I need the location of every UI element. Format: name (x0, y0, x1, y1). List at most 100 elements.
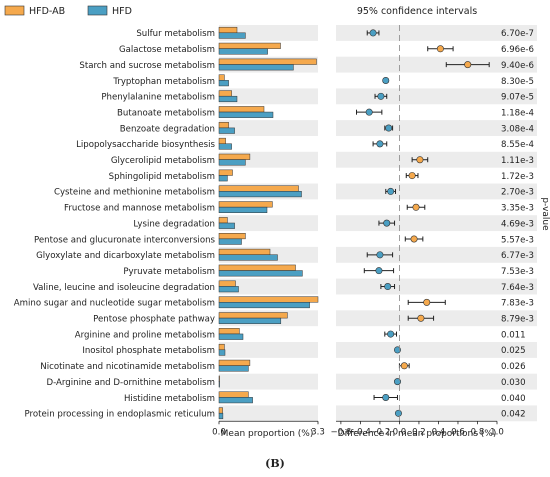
ci-x-axis-label: Difference in mean proportions (%) (338, 429, 497, 439)
p-value: 0.042 (501, 410, 526, 420)
ci-point (416, 156, 424, 164)
p-value: 0.025 (501, 346, 526, 356)
p-value: 1.18e-4 (501, 108, 534, 118)
row-band (497, 310, 537, 327)
legend-swatch-hfd-ab (4, 5, 25, 16)
p-value: 6.96e-6 (501, 45, 534, 55)
ci-point (375, 267, 383, 275)
bar-hfd (218, 286, 239, 293)
row-band (336, 183, 497, 200)
panel-label: (B) (265, 457, 285, 470)
bar-hfd (218, 127, 235, 134)
p-value: 7.83e-3 (501, 299, 534, 309)
category-labels: Sulfur metabolism Galactose metabolism Sta… (14, 29, 216, 419)
category-label: Sphingolipid metabolism (109, 172, 215, 182)
row-band (497, 246, 537, 263)
row-band (336, 215, 497, 232)
ci-point (387, 187, 395, 195)
ci-point (382, 393, 390, 401)
ci-point (423, 298, 431, 306)
p-value: 9.07e-5 (501, 93, 534, 103)
row-band (219, 278, 318, 295)
ci-title: 95% confidence intervals (357, 6, 477, 17)
ci-point (365, 108, 373, 116)
p-value: 5.57e-3 (501, 235, 534, 245)
legend: HFD-AB HFD (4, 5, 132, 17)
bar-x-tick-label: 0.0 (212, 427, 226, 437)
category-label: Benzoate degradation (120, 124, 215, 134)
category-label: Lipopolysaccharide biosynthesis (76, 140, 215, 150)
category-label: Tryptophan metabolism (112, 77, 215, 87)
ci-point (387, 330, 395, 338)
bar-hfd (218, 32, 246, 39)
category-label: Protein processing in endoplasmic reticu… (25, 410, 215, 420)
bar-hfd (218, 175, 228, 182)
bar-hfd (218, 238, 242, 245)
category-label: Phenylalanine metabolism (101, 93, 215, 103)
category-label: Arginine and proline metabolism (75, 330, 215, 340)
p-value: 9.40e-6 (501, 61, 534, 71)
bar-hfd (218, 143, 232, 150)
row-band (336, 88, 497, 105)
bar-hfd (218, 317, 282, 324)
row-band (497, 56, 537, 73)
row-band (497, 183, 537, 200)
p-value: 1.11e-3 (501, 156, 534, 166)
p-value: 6.77e-3 (501, 251, 534, 261)
bar-hfd-ab (218, 328, 240, 335)
bar-hfd-ab (218, 391, 249, 398)
category-label: Histidine metabolism (124, 394, 215, 404)
bar-hfd (218, 206, 268, 213)
category-label: Pentose phosphate pathway (93, 315, 215, 325)
bar-hfd-ab (218, 42, 281, 49)
bar-hfd-ab (218, 106, 265, 113)
bar-hfd-ab (218, 312, 288, 319)
p-value: 3.08e-4 (501, 124, 534, 134)
category-label: Galactose metabolism (119, 45, 215, 55)
row-band (497, 342, 537, 358)
bar-hfd (218, 80, 229, 87)
p-value: 4.69e-3 (501, 219, 534, 229)
ci-x-tick-label: −0.4 (350, 427, 371, 437)
ci-point (408, 172, 416, 180)
bar-hfd-ab (218, 58, 317, 65)
category-label: Cysteine and methionine metabolism (54, 188, 215, 198)
bar-hfd-ab (218, 248, 271, 255)
row-band (219, 88, 318, 105)
legend-swatch-hfd (87, 5, 108, 16)
bar-hfd-ab (218, 296, 319, 303)
bar-hfd (218, 111, 274, 118)
bar-hfd-ab (218, 201, 273, 208)
row-band (336, 342, 497, 358)
bar-hfd-ab (218, 359, 251, 366)
bar-hfd (218, 159, 246, 166)
bar-hfd (218, 191, 302, 198)
category-label: D-Arginine and D-ornithine metabolism (47, 378, 215, 388)
bar-hfd (218, 254, 278, 261)
ci-marks (355, 29, 490, 417)
row-band (336, 25, 497, 41)
ci-x-tick-label: −0.6 (330, 427, 351, 437)
row-band (497, 278, 537, 295)
row-band (497, 88, 537, 105)
ci-point (385, 124, 393, 132)
row-band (497, 120, 537, 136)
bar-hfd (218, 270, 303, 277)
p-value: 0.030 (501, 378, 526, 388)
bar-hfd-ab (218, 74, 225, 81)
ci-point (382, 76, 390, 84)
category-label: Sulfur metabolism (136, 29, 215, 39)
row-band (497, 151, 537, 168)
row-band (219, 342, 318, 358)
p-value: 8.79e-3 (501, 315, 534, 325)
bar-hfd (218, 397, 253, 404)
category-label: Glyoxylate and dicarboxylate metabolism (36, 251, 215, 261)
category-label: Valine, leucine and isoleucine degradati… (33, 283, 215, 293)
bar-hfd-ab (218, 185, 299, 192)
ci-x-tick-label: 0.0 (393, 427, 407, 437)
category-label: Pyruvate metabolism (123, 267, 215, 277)
p-value: 0.011 (501, 330, 526, 340)
category-label: Glycerolipid metabolism (111, 156, 215, 166)
bar-hfd (218, 349, 226, 356)
